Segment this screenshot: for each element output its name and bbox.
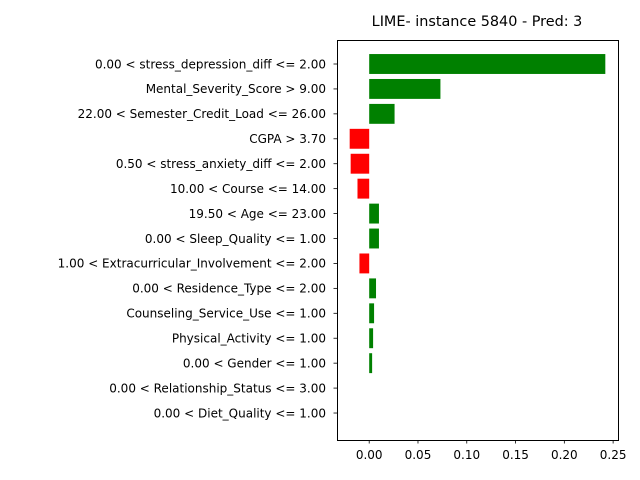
bar-8 — [359, 253, 370, 274]
y-tick-label: 0.00 < Diet_Quality <= 1.00 — [154, 406, 326, 420]
x-tick-label: 0.00 — [356, 448, 383, 462]
bar-12 — [369, 353, 373, 374]
y-tick-label: 0.00 < Relationship_Status <= 3.00 — [109, 381, 326, 395]
y-tick-label: 0.50 < stress_anxiety_diff <= 2.00 — [116, 157, 326, 171]
bars-group — [349, 54, 606, 374]
bar-2 — [369, 103, 395, 124]
bar-9 — [369, 278, 377, 299]
x-tick-label: 0.15 — [502, 448, 529, 462]
y-tick-label: 0.00 < stress_depression_diff <= 2.00 — [95, 57, 326, 71]
y-tick-label: 0.00 < Residence_Type <= 2.00 — [132, 282, 326, 296]
y-axis-ticks: 0.00 < stress_depression_diff <= 2.00 Men… — [58, 57, 337, 420]
y-tick-label: Physical_Activity <= 1.00 — [172, 332, 326, 346]
y-tick-label: 22.00 < Semester_Credit_Load <= 26.00 — [78, 107, 326, 121]
axes-frame — [337, 40, 619, 441]
bar-4 — [350, 153, 370, 174]
bar-3 — [349, 128, 370, 149]
x-axis-ticks: 0.00 0.05 0.10 0.15 0.20 0.25 — [356, 440, 627, 462]
y-tick-label: 0.00 < Gender <= 1.00 — [183, 356, 326, 370]
y-tick-label: 10.00 < Course <= 14.00 — [170, 182, 326, 196]
y-tick-label: 19.50 < Age <= 23.00 — [189, 207, 326, 221]
x-tick-label: 0.25 — [600, 448, 627, 462]
bar-6 — [369, 203, 379, 224]
y-tick-label: CGPA > 3.70 — [249, 132, 326, 146]
y-tick-label: 0.00 < Sleep_Quality <= 1.00 — [145, 232, 326, 246]
x-tick-label: 0.20 — [551, 448, 578, 462]
y-tick-label: Mental_Severity_Score > 9.00 — [146, 82, 326, 96]
y-tick-label: Counseling_Service_Use <= 1.00 — [126, 307, 326, 321]
x-tick-label: 0.10 — [453, 448, 480, 462]
bar-1 — [369, 78, 441, 99]
bar-11 — [369, 328, 374, 349]
bar-5 — [357, 178, 370, 199]
x-tick-label: 0.05 — [405, 448, 432, 462]
bar-0 — [369, 54, 606, 74]
chart-title: LIME- instance 5840 - Pred: 3 — [372, 14, 583, 30]
y-tick-label: 1.00 < Extracurricular_Involvement <= 2.… — [58, 257, 326, 271]
bar-7 — [369, 228, 379, 249]
bar-10 — [369, 303, 375, 324]
